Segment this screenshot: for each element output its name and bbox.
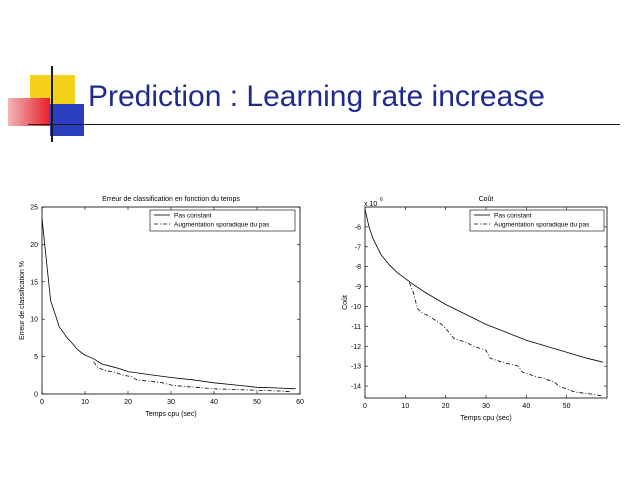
x-tick-label: 0 xyxy=(363,403,367,410)
plot-frame xyxy=(41,206,301,395)
decor-horizontal-line xyxy=(28,124,620,125)
x-tick-label: 30 xyxy=(167,399,175,406)
legend-box xyxy=(149,209,296,232)
chart-title: Erreur de classification en fonction du … xyxy=(102,196,240,203)
x-axis-label: Temps cpu (sec) xyxy=(460,415,511,422)
x-tick-label: 10 xyxy=(81,399,89,406)
series-line-sporadic-step xyxy=(409,282,604,397)
y-tick-label: 25 xyxy=(30,205,38,212)
x-tick-label: 30 xyxy=(482,403,490,410)
legend-entry: Pas constant xyxy=(174,213,212,220)
x-tick-label: 40 xyxy=(210,399,218,406)
y-multiplier: x 10 xyxy=(364,201,377,208)
series-line-constant-step xyxy=(364,208,604,363)
y-tick-label: -6 xyxy=(355,224,361,231)
chart-title: Coût xyxy=(479,196,494,203)
y-tick-label: 15 xyxy=(30,279,38,286)
y-axis-label: Coût xyxy=(342,295,349,310)
plot-frame xyxy=(364,206,608,399)
y-tick-label: 20 xyxy=(30,242,38,249)
decor-vertical-line xyxy=(51,66,53,142)
cost-chart: Coût Temps cpu (sec) Coût 0 10 20 30 40 50 -6 -7 -8… xyxy=(342,196,608,422)
y-axis-label: Erreur de classification % xyxy=(19,261,26,340)
classification-error-chart: Erreur de classification en fonction du … xyxy=(19,196,304,418)
y-tick-label: 10 xyxy=(30,317,38,324)
legend-entry: Augmentation sporadique du pas xyxy=(494,222,590,229)
legend-entry: Augmentation sporadique du pas xyxy=(174,222,270,229)
series-line-constant-step xyxy=(41,218,296,390)
y-tick-label: -13 xyxy=(351,364,361,371)
y-tick-label: -10 xyxy=(351,304,361,311)
legend-box xyxy=(469,209,605,232)
decor-red-block xyxy=(8,98,50,126)
x-tick-label: 10 xyxy=(401,403,409,410)
y-tick-label: -11 xyxy=(351,324,361,331)
y-tick-label: 5 xyxy=(34,354,38,361)
slide-title: Prediction : Learning rate increase xyxy=(88,80,545,113)
y-tick-label: -14 xyxy=(351,384,361,391)
x-tick-label: 20 xyxy=(442,403,450,410)
legend-entry: Pas constant xyxy=(494,213,532,220)
x-tick-label: 0 xyxy=(40,399,44,406)
y-multiplier-exponent: 6 xyxy=(380,197,383,203)
y-tick-label: -12 xyxy=(351,344,361,351)
y-tick-label: 0 xyxy=(34,392,38,399)
x-tick-label: 50 xyxy=(253,399,261,406)
y-tick-label: -7 xyxy=(355,244,361,251)
series-line-sporadic-step xyxy=(93,361,292,393)
y-tick-label: -9 xyxy=(355,284,361,291)
x-tick-label: 50 xyxy=(563,403,571,410)
x-tick-label: 20 xyxy=(124,399,132,406)
x-axis-label: Temps cpu (sec) xyxy=(145,411,196,418)
y-tick-label: -8 xyxy=(355,264,361,271)
decor-blue-block xyxy=(50,104,84,136)
x-tick-label: 60 xyxy=(296,399,304,406)
x-tick-label: 40 xyxy=(522,403,530,410)
